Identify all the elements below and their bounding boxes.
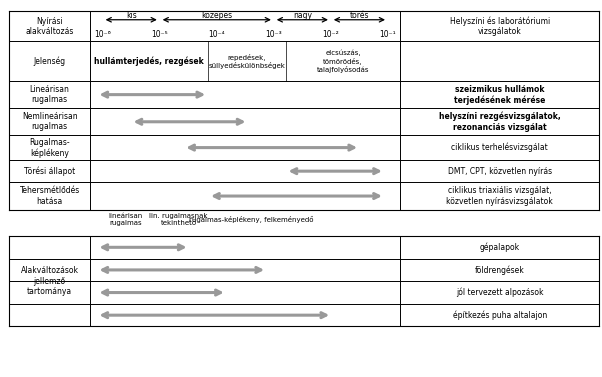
Text: Alakváltozások
jellemző
tartománya: Alakváltozások jellemző tartománya <box>20 266 79 296</box>
Text: hullámterjedés, rezgések: hullámterjedés, rezgések <box>95 57 204 66</box>
Text: repedések,
süllyedéskülönbségek: repedések, süllyedéskülönbségek <box>208 54 285 69</box>
Text: 10⁻³: 10⁻³ <box>265 30 282 39</box>
Text: lineárisan
rugalmas: lineárisan rugalmas <box>109 213 143 226</box>
Text: ciklikus terhelésvizsgálat: ciklikus terhelésvizsgálat <box>452 143 548 152</box>
Text: elcsúszás,
tömörödés,
talajfolyósodás: elcsúszás, tömörödés, talajfolyósodás <box>317 50 369 73</box>
Text: rugalmas-képlékeny, felkeményedő: rugalmas-képlékeny, felkeményedő <box>189 216 314 223</box>
Text: jól tervezett alpozások: jól tervezett alpozások <box>456 288 544 297</box>
Text: ciklikus triaxiális vizsgálat,
közvetlen nyírásvizsgálatok: ciklikus triaxiális vizsgálat, közvetlen… <box>446 186 553 206</box>
Text: DMT, CPT, közvetlen nyírás: DMT, CPT, közvetlen nyírás <box>448 167 551 176</box>
Text: Nyírási
alakváltozás: Nyírási alakváltozás <box>25 17 74 36</box>
Text: Lineárisan
rugalmas: Lineárisan rugalmas <box>29 85 70 104</box>
Text: szeizmikus hullámok
terjedésének mérése: szeizmikus hullámok terjedésének mérése <box>454 84 545 105</box>
Text: építkezés puha altalajon: építkezés puha altalajon <box>453 310 547 320</box>
Text: Tehersmétlődés
hatása: Tehersmétlődés hatása <box>19 186 80 206</box>
Text: nagy: nagy <box>293 11 312 20</box>
Text: 10⁻⁴: 10⁻⁴ <box>208 30 225 39</box>
Text: 10⁻²: 10⁻² <box>323 30 340 39</box>
Text: 10⁻⁵: 10⁻⁵ <box>151 30 168 39</box>
Text: 10⁻⁶: 10⁻⁶ <box>95 30 111 39</box>
Text: Nemlineárisan
rugalmas: Nemlineárisan rugalmas <box>22 112 78 132</box>
Text: helyszíni rezgésvizsgálatok,
rezonanciás vizsgálat: helyszíni rezgésvizsgálatok, rezonanciás… <box>439 112 560 132</box>
Text: kis: kis <box>126 11 137 20</box>
Text: lin. rugalmasnak
tekinthető: lin. rugalmasnak tekinthető <box>149 213 208 226</box>
Text: közepes: közepes <box>201 11 232 20</box>
Text: földrengések: földrengések <box>475 265 524 275</box>
Text: Törési állapot: Törési állapot <box>24 166 75 176</box>
Text: gépalapok: gépalapok <box>480 242 520 252</box>
Text: Helyszíni és laborátóriumi
vizsgálatok: Helyszíni és laborátóriumi vizsgálatok <box>450 17 550 36</box>
Text: Rugalmas-
képlékeny: Rugalmas- képlékeny <box>29 138 70 158</box>
Text: Jelenség: Jelenség <box>34 57 66 66</box>
Text: törés: törés <box>350 11 369 20</box>
Text: 10⁻¹: 10⁻¹ <box>380 30 396 39</box>
